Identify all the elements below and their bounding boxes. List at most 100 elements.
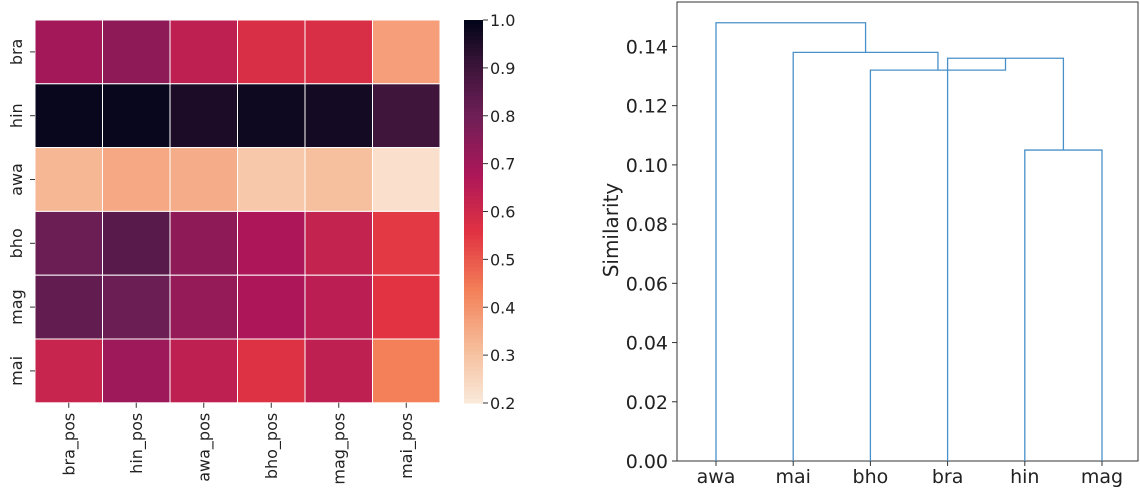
heatmap-cell — [304, 147, 373, 212]
colorbar-segment — [464, 63, 483, 69]
colorbar-segment — [464, 47, 483, 53]
heatmap-chart: bra hin awa bho mag mai bra_pos hin_pos awa_pos b… — [7, 19, 441, 485]
colorbar-segment — [464, 135, 483, 141]
colorbar-segment — [464, 95, 483, 101]
column-label: bra_pos — [60, 413, 80, 476]
colorbar-segment — [464, 183, 483, 189]
row-label: mag — [7, 289, 26, 325]
colorbar-segment — [464, 303, 483, 308]
colorbar-segment — [464, 115, 483, 121]
heatmap-cell — [102, 147, 171, 212]
y-tick-label: 0.14 — [626, 36, 668, 58]
colorbar-segment — [464, 127, 483, 133]
heatmap-cell — [169, 274, 238, 340]
colorbar-tick-label: 0.8 — [490, 107, 515, 126]
colorbar-segment — [464, 307, 483, 312]
colorbar-segment — [464, 175, 483, 181]
colorbar-segment — [464, 291, 483, 296]
colorbar-segment — [464, 311, 483, 316]
y-tick-label: 0.04 — [626, 333, 668, 355]
colorbar-segment — [464, 27, 483, 33]
colorbar-segment — [464, 263, 483, 268]
colorbar-segment — [464, 131, 483, 137]
colorbar-segment — [464, 203, 483, 209]
row-label: hin — [7, 103, 26, 128]
colorbar-segment — [464, 87, 483, 93]
colorbar-segment — [464, 227, 483, 233]
colorbar-segment — [464, 355, 483, 360]
colorbar-segment — [464, 211, 483, 217]
heatmap-cell — [237, 210, 306, 276]
colorbar-segment — [464, 235, 483, 241]
colorbar-segment — [464, 31, 483, 37]
y-tick-label: 0.08 — [626, 214, 668, 236]
colorbar-segment — [464, 119, 483, 125]
colorbar-segment — [464, 147, 483, 153]
colorbar-segment — [464, 279, 483, 284]
colorbar-segment — [464, 255, 483, 260]
dendrogram-link — [869, 58, 1007, 461]
colorbar-segment — [464, 343, 483, 348]
colorbar-segment — [464, 335, 483, 340]
heatmap-cell — [372, 19, 441, 85]
y-tick-label: 0.00 — [626, 451, 668, 473]
colorbar-segment — [464, 83, 483, 89]
heatmap-cell — [237, 274, 306, 340]
colorbar-segment — [464, 383, 483, 388]
colorbar-segment — [464, 239, 483, 245]
column-label: awa_pos — [195, 413, 215, 482]
heatmap-cell — [34, 19, 103, 85]
leaf-label: awa — [697, 466, 736, 488]
heatmap-cell — [102, 274, 171, 340]
colorbar-segment — [464, 339, 483, 344]
colorbar-segment — [464, 139, 483, 145]
colorbar-tick-label: 0.7 — [490, 155, 515, 174]
colorbar-tick-label: 0.2 — [490, 394, 515, 413]
dendrogram-link — [715, 22, 867, 461]
colorbar-segment — [464, 315, 483, 320]
column-label: bho_pos — [262, 413, 282, 479]
colorbar-segment — [464, 271, 483, 276]
colorbar-segment — [464, 367, 483, 372]
heatmap-cell — [169, 83, 238, 149]
heatmap-cell — [304, 274, 373, 340]
colorbar-segment — [464, 71, 483, 77]
dendrogram-link — [946, 57, 1065, 461]
colorbar-segment — [464, 67, 483, 73]
colorbar-segment — [464, 299, 483, 304]
heatmap-cell — [237, 19, 306, 85]
colorbar-segment — [464, 23, 483, 29]
leaf-label: bho — [853, 466, 889, 488]
heatmap-cell — [169, 147, 238, 212]
heatmap-cell — [169, 19, 238, 85]
colorbar-segment — [464, 295, 483, 300]
colorbar-segment — [464, 347, 483, 352]
colorbar-tick-label: 0.4 — [490, 298, 515, 317]
leaf-label: mai — [775, 466, 810, 488]
colorbar-segment — [464, 103, 483, 109]
heatmap-cell — [372, 274, 441, 340]
heatmap-cell — [169, 338, 238, 404]
colorbar-tick-label: 0.3 — [490, 346, 515, 365]
heatmap-cell — [304, 19, 373, 85]
colorbar-segment — [464, 275, 483, 280]
dendrogram-link — [1024, 149, 1103, 461]
colorbar-segment — [464, 187, 483, 193]
heatmap-cell — [372, 83, 441, 149]
row-label: bra — [7, 39, 26, 66]
colorbar-segment — [464, 363, 483, 368]
colorbar-segment — [464, 111, 483, 117]
colorbar-segment — [464, 371, 483, 376]
colorbar-segment — [464, 195, 483, 201]
leaf-label: mag — [1081, 466, 1123, 488]
colorbar-segment — [464, 35, 483, 41]
colorbar-segment — [464, 55, 483, 61]
colorbar-segment — [464, 375, 483, 380]
colorbar-segment — [464, 199, 483, 205]
y-tick-label: 0.10 — [626, 155, 668, 177]
heatmap-cell — [237, 83, 306, 149]
heatmap-cell — [34, 338, 103, 404]
heatmap-cell — [169, 210, 238, 276]
colorbar-segment — [464, 163, 483, 169]
